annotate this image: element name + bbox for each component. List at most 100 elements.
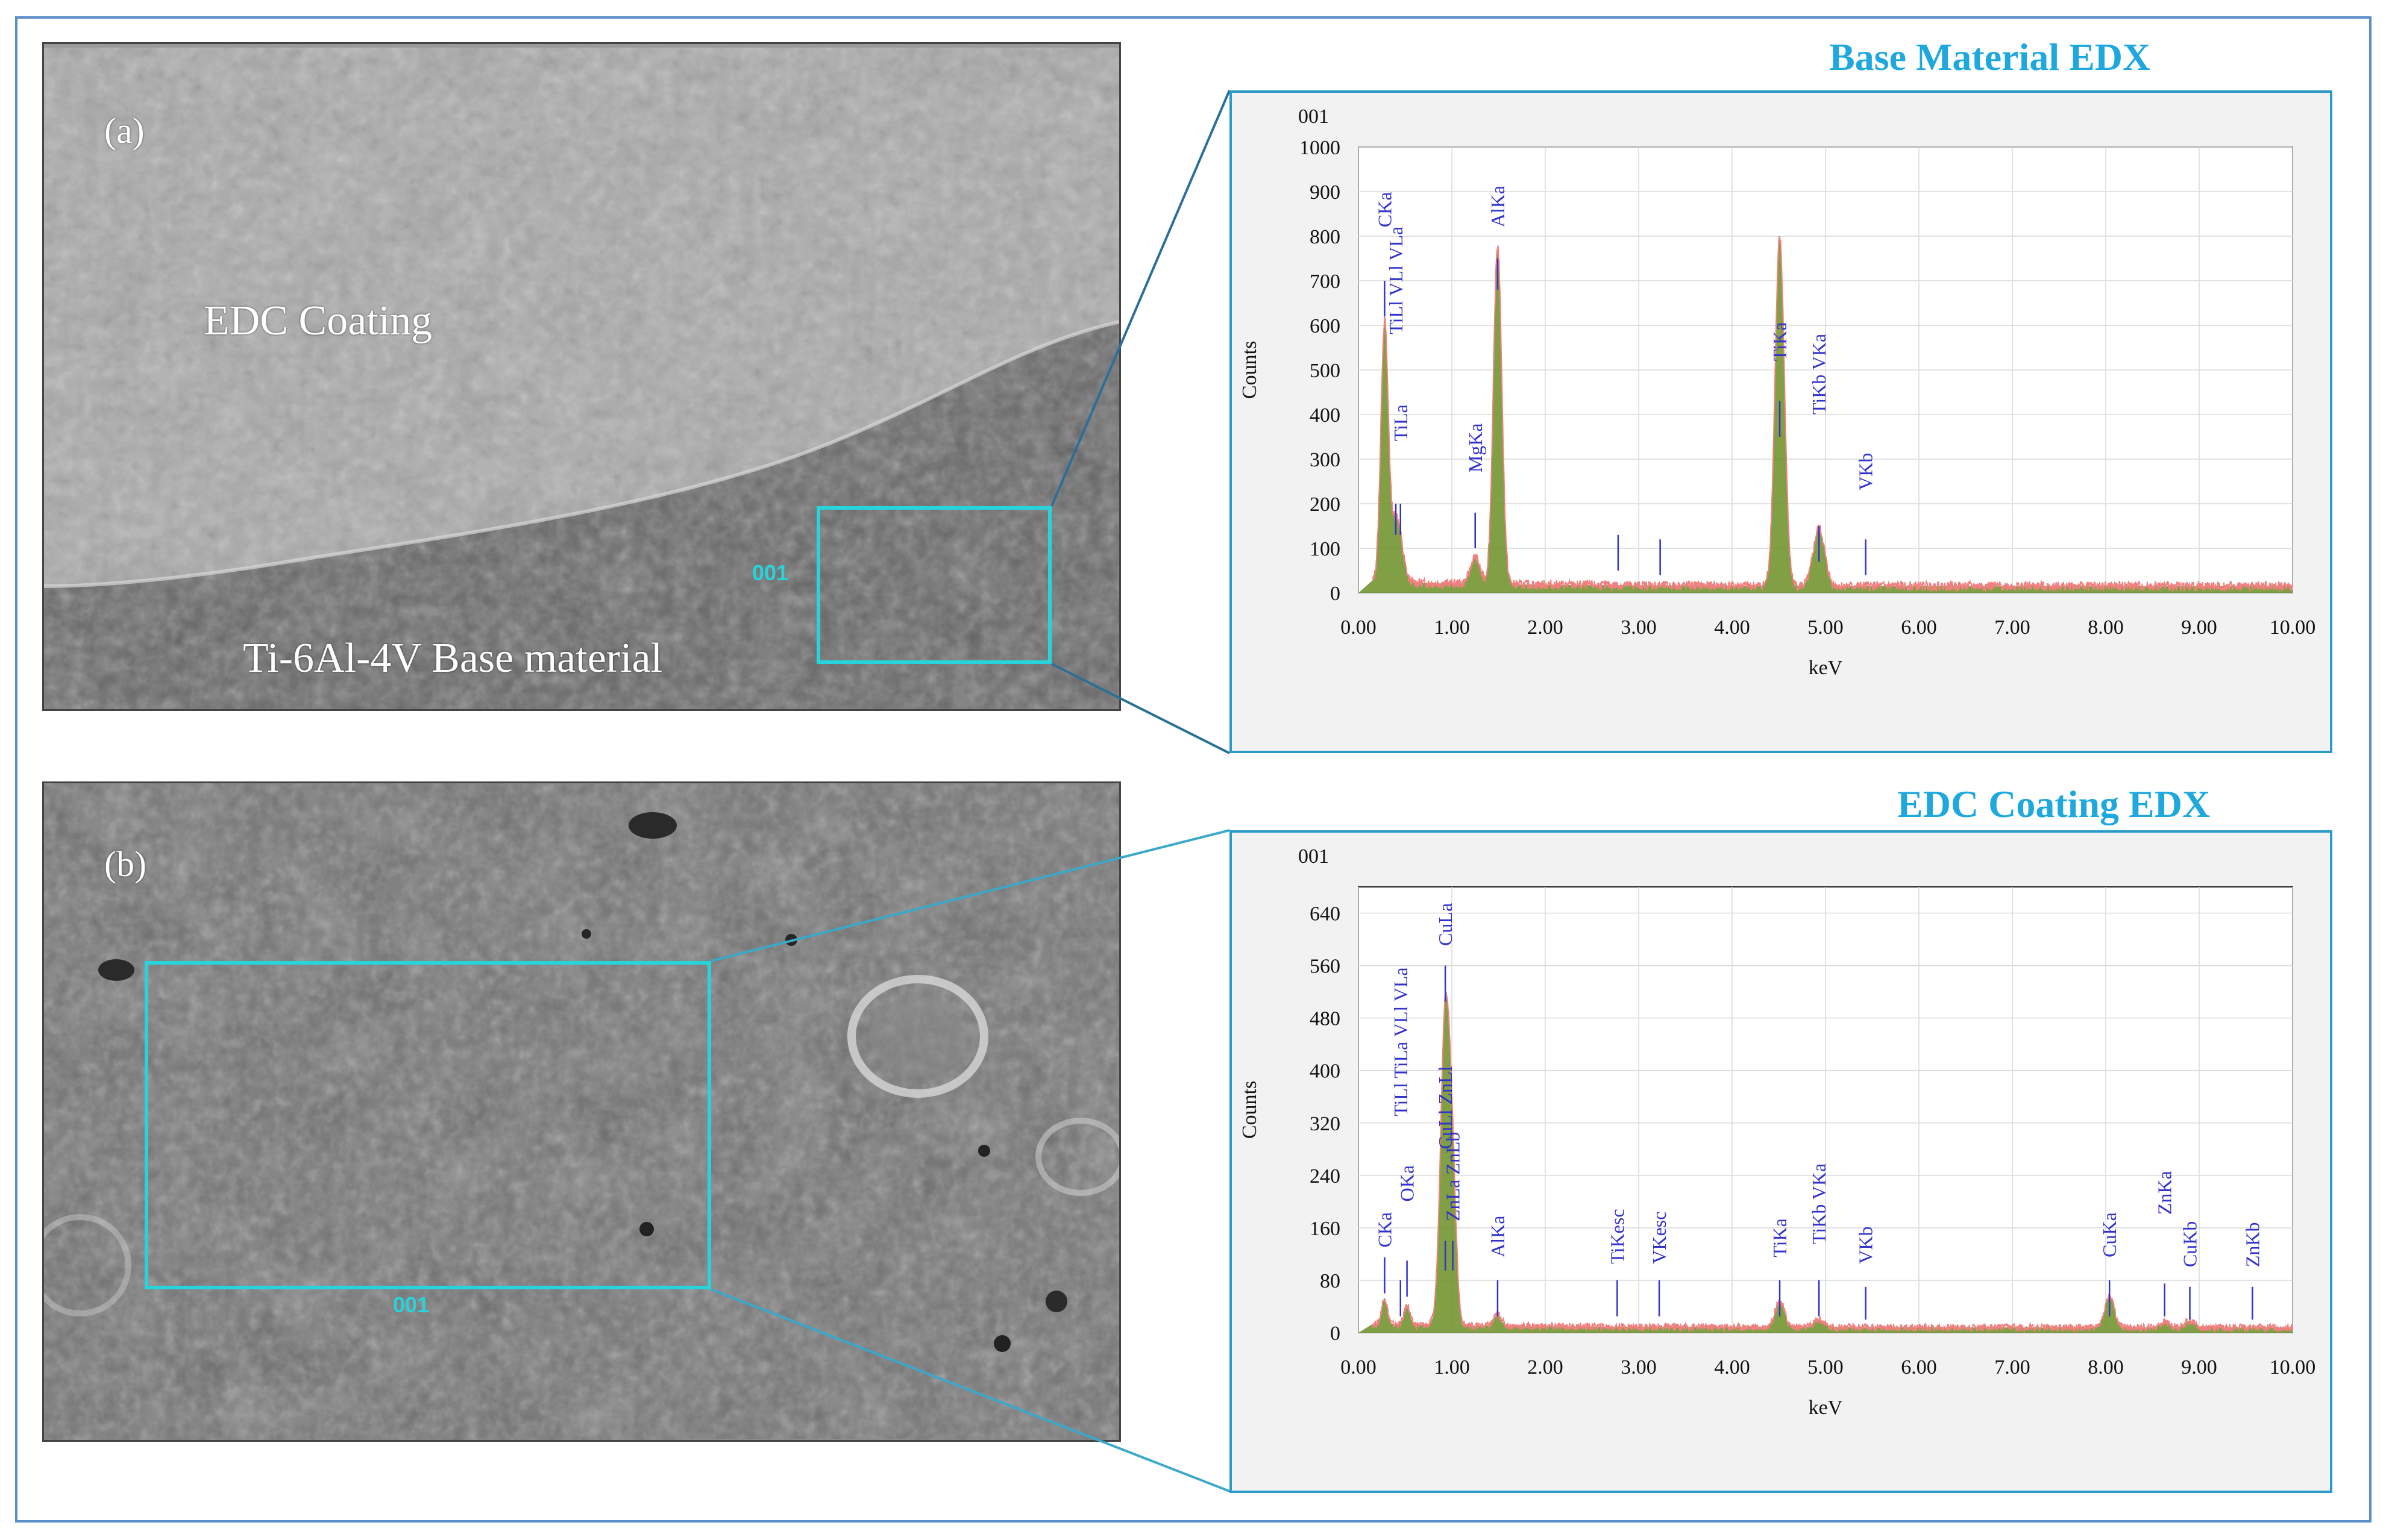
peak-label: ZnKb: [2241, 1222, 2263, 1268]
y-tick-label: 80: [1320, 1270, 1340, 1292]
edx-chart-a: 0.00 1.00 2.00 3.00 4.00 5.00 6.00 7.00 8.00 9.00…: [1229, 90, 2332, 753]
edx-chart-b-svg: 0.00 1.00 2.00 3.00 4.00 5.00 6.00 7.00 8.00 9.00…: [1238, 845, 2316, 1419]
y-tick-label: 640: [1310, 903, 1340, 925]
peak-label: AlKa: [1487, 1216, 1508, 1257]
y-tick-label: 700: [1310, 271, 1340, 293]
peak-label: VKb: [1855, 453, 1877, 490]
x-axis-label: keV: [1809, 657, 1843, 679]
peak-label: CuKa: [2099, 1212, 2120, 1257]
site-tag-a: 001: [752, 560, 789, 585]
panel-b-label: (b): [104, 844, 146, 884]
y-axis-label: Counts: [1238, 1081, 1261, 1139]
y-tick-label: 240: [1310, 1165, 1340, 1188]
peak-label: TiLa: [1390, 404, 1411, 441]
peak-label: CKa: [1373, 1212, 1395, 1248]
x-tick-label: 7.00: [1994, 616, 2030, 639]
peak-label: OKa: [1396, 1165, 1418, 1201]
peak-label: MgKa: [1464, 423, 1486, 472]
x-tick-label: 10.00: [2270, 616, 2316, 639]
x-tick-label: 4.00: [1714, 616, 1750, 639]
x-tick-label: 2.00: [1527, 1356, 1563, 1379]
panel-a-label: (a): [104, 111, 145, 151]
x-tick-label: 2.00: [1527, 616, 1563, 639]
y-tick-label: 160: [1310, 1218, 1340, 1240]
chart-b-title: EDC Coating EDX: [1897, 783, 2211, 825]
y-axis-label: Counts: [1238, 341, 1261, 399]
peak-label: TiKa: [1769, 322, 1791, 362]
site-tag-b: 001: [393, 1292, 430, 1317]
x-tick-label: 10.00: [2270, 1356, 2316, 1379]
y-tick-label: 100: [1310, 538, 1340, 560]
peak-label: TiKb VKa: [1808, 1163, 1830, 1244]
x-tick-label: 3.00: [1621, 1356, 1657, 1379]
connector-b-bottom: [711, 1288, 1230, 1492]
x-tick-label: 6.00: [1901, 1356, 1937, 1379]
peak-label: ZnLa ZnLb: [1442, 1132, 1464, 1221]
y-tick-label: 560: [1310, 956, 1340, 978]
measured-spectrum: [1372, 236, 2293, 593]
y-tick-label: 1000: [1299, 137, 1340, 159]
x-axis-label: keV: [1809, 1397, 1843, 1419]
y-tick-label: 320: [1310, 1113, 1340, 1135]
fitted-spectrum: [1358, 991, 2293, 1333]
y-tick-label: 400: [1310, 1060, 1340, 1083]
measured-spectrum: [1372, 993, 2293, 1333]
sem-texture-a: [44, 44, 1119, 709]
x-tick-label: 9.00: [2181, 616, 2217, 639]
x-tick-label: 8.00: [2088, 1356, 2124, 1379]
peak-label: TiLl TiLa VLl VLa: [1390, 967, 1411, 1116]
edx-chart-b: 0.00 1.00 2.00 3.00 4.00 5.00 6.00 7.00 8.00 9.00…: [1229, 830, 2332, 1493]
peak-label: VKesc: [1648, 1212, 1670, 1264]
base-material-label: Ti-6Al-4V Base material: [243, 635, 663, 681]
y-tick-label: 600: [1310, 315, 1340, 337]
peak-label: CuLa: [1434, 903, 1456, 946]
x-tick-label: 4.00: [1714, 1356, 1750, 1379]
edx-chart-a-svg: 0.00 1.00 2.00 3.00 4.00 5.00 6.00 7.00 8.00 9.00…: [1238, 105, 2316, 679]
x-tick-label: 7.00: [1994, 1356, 2030, 1379]
coating-label: EDC Coating: [204, 298, 433, 344]
x-tick-label: 5.00: [1807, 1356, 1844, 1379]
connector-a-bottom: [1051, 663, 1230, 754]
surface-nodule: [847, 975, 988, 1098]
peak-label: CKa: [1373, 192, 1395, 228]
x-tick-label: 1.00: [1434, 616, 1470, 639]
connector-a-top: [1050, 90, 1231, 507]
y-tick-label: 900: [1310, 181, 1340, 204]
x-tick-label: 8.00: [2088, 616, 2124, 639]
x-tick-label: 5.00: [1807, 616, 1844, 639]
peak-label: CuKb: [2179, 1221, 2201, 1267]
y-tick-label: 800: [1310, 226, 1340, 248]
chart-subtitle: 001: [1298, 845, 1329, 868]
chart-subtitle: 001: [1298, 105, 1329, 128]
figure-frame: [15, 16, 2372, 1523]
peak-label: ZnKa: [2154, 1171, 2176, 1215]
sem-image-b: (b): [42, 781, 1121, 1442]
x-tick-label: 0.00: [1340, 1356, 1377, 1379]
x-tick-label: 9.00: [2181, 1356, 2217, 1379]
sem-texture-b: [44, 783, 1119, 1440]
x-tick-label: 3.00: [1621, 616, 1657, 639]
analysis-region-b: [145, 961, 711, 1289]
peak-label: AlKa: [1487, 186, 1508, 227]
y-tick-label: 300: [1310, 449, 1340, 471]
analysis-region-a: [817, 506, 1052, 664]
peak-label: TiKb VKa: [1808, 334, 1830, 415]
y-tick-label: 0: [1330, 1322, 1340, 1345]
x-tick-label: 6.00: [1901, 616, 1937, 639]
peak-label: CuLl ZnLl: [1434, 1066, 1456, 1149]
connector-b-top: [711, 829, 1230, 962]
x-tick-label: 1.00: [1434, 1356, 1470, 1379]
y-tick-label: 400: [1310, 404, 1340, 427]
chart-a-title: Base Material EDX: [1829, 36, 2151, 78]
peak-label: TiKesc: [1606, 1209, 1628, 1263]
peak-label: TiLl VLl VLa: [1385, 227, 1407, 334]
peak-label: TiKa: [1769, 1218, 1791, 1257]
peak-label: VKb: [1855, 1227, 1877, 1264]
y-tick-label: 480: [1310, 1008, 1340, 1030]
x-tick-label: 0.00: [1340, 616, 1377, 639]
y-tick-label: 200: [1310, 493, 1340, 516]
sem-image-a: (a) EDC Coating Ti-6Al-4V Base material: [42, 42, 1121, 711]
y-tick-label: 500: [1310, 360, 1340, 382]
